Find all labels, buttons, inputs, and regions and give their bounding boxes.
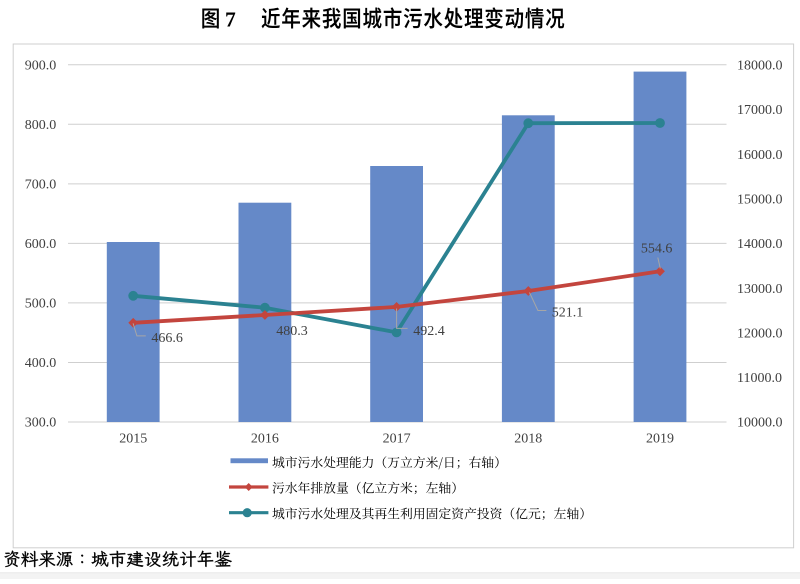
svg-text:12000.0: 12000.0 bbox=[737, 326, 783, 341]
svg-text:300.0: 300.0 bbox=[25, 416, 57, 431]
svg-text:480.3: 480.3 bbox=[276, 324, 308, 339]
svg-text:17000.0: 17000.0 bbox=[737, 103, 783, 118]
svg-text:492.4: 492.4 bbox=[413, 324, 445, 339]
svg-text:2015: 2015 bbox=[119, 432, 147, 447]
svg-text:7: 7 bbox=[225, 8, 236, 32]
svg-text:900.0: 900.0 bbox=[25, 59, 57, 74]
svg-text:521.1: 521.1 bbox=[552, 306, 584, 321]
svg-text:2019: 2019 bbox=[646, 432, 674, 447]
svg-text:800.0: 800.0 bbox=[25, 118, 57, 133]
svg-text:15000.0: 15000.0 bbox=[737, 192, 783, 207]
svg-text:600.0: 600.0 bbox=[25, 237, 57, 252]
svg-text:700.0: 700.0 bbox=[25, 178, 57, 193]
svg-text:16000.0: 16000.0 bbox=[737, 148, 783, 163]
svg-text:13000.0: 13000.0 bbox=[737, 282, 783, 297]
svg-text:400.0: 400.0 bbox=[25, 356, 57, 371]
svg-text:11000.0: 11000.0 bbox=[737, 371, 782, 386]
svg-text:18000.0: 18000.0 bbox=[737, 59, 783, 74]
svg-text:2016: 2016 bbox=[251, 432, 279, 447]
svg-text:554.6: 554.6 bbox=[641, 242, 673, 257]
svg-text:14000.0: 14000.0 bbox=[737, 237, 783, 252]
svg-text:500.0: 500.0 bbox=[25, 297, 57, 312]
svg-text:10000.0: 10000.0 bbox=[737, 416, 783, 431]
svg-text:2018: 2018 bbox=[514, 432, 542, 447]
svg-text:466.6: 466.6 bbox=[151, 331, 183, 346]
svg-text:2017: 2017 bbox=[383, 432, 411, 447]
